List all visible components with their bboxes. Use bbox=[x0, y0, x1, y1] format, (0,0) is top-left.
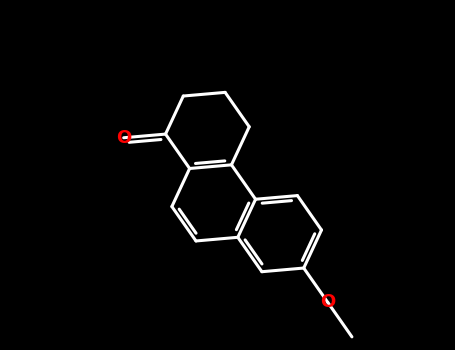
Text: O: O bbox=[116, 129, 131, 147]
Text: O: O bbox=[320, 293, 335, 312]
